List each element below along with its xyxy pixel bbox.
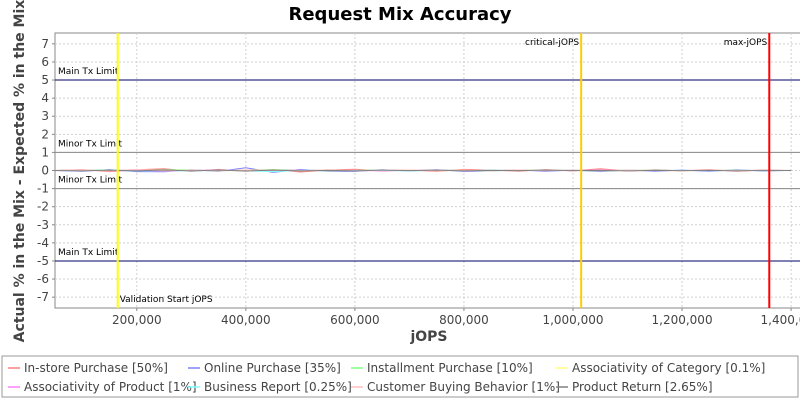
legend-label: Associativity of Category [0.1%] xyxy=(572,361,765,375)
y-tick-label: -2 xyxy=(37,200,49,214)
x-axis-ticks: 200,000 400,000 600,000 800,000 1,000,000 1,2… xyxy=(112,308,800,327)
y-tick-label: 3 xyxy=(41,109,49,123)
x-tick-label: 800,000 xyxy=(439,313,489,327)
y-tick-label: -6 xyxy=(37,272,49,286)
limit-line-label: Main Tx Limit xyxy=(58,67,119,77)
legend-label: Associativity of Product [1%] xyxy=(24,380,197,394)
legend-items: In-store Purchase [50%] Online Purchase [… xyxy=(8,361,765,394)
marker-line-label: max-jOPS xyxy=(724,38,768,48)
y-tick-label: 5 xyxy=(41,73,49,87)
y-axis-ticks: 7 6 5 4 3 2 1 0 -1 -2 -3 -4 -5 -6 -7 xyxy=(37,37,55,304)
legend-label: Customer Buying Behavior [1%] xyxy=(367,380,560,394)
y-tick-label: -3 xyxy=(37,218,49,232)
legend-label: In-store Purchase [50%] xyxy=(24,361,168,375)
y-tick-label: -1 xyxy=(37,182,49,196)
y-tick-label: 2 xyxy=(41,127,49,141)
x-tick-label: 1,200,000 xyxy=(652,313,713,327)
y-axis-title: Actual % in the Mix - Expected % in the … xyxy=(12,0,28,342)
y-tick-label: -4 xyxy=(37,236,49,250)
marker-line-label: critical-jOPS xyxy=(525,38,579,48)
x-tick-label: 1,400,000 xyxy=(761,313,800,327)
legend-label: Business Report [0.25%] xyxy=(204,380,352,394)
x-tick-label: 200,000 xyxy=(112,313,162,327)
legend: In-store Purchase [50%] Online Purchase [… xyxy=(1,355,799,398)
y-tick-label: 1 xyxy=(41,145,49,159)
legend-box xyxy=(1,355,799,398)
marker-lines: Validation Start jOPS critical-jOPS max-jO… xyxy=(116,33,771,308)
x-tick-label: 400,000 xyxy=(221,313,271,327)
series-lines xyxy=(54,167,792,173)
y-tick-label: 4 xyxy=(41,91,49,105)
y-tick-label: 6 xyxy=(41,55,49,69)
limit-line-label: Minor Tx Limit xyxy=(58,139,123,149)
legend-label: Product Return [2.65%] xyxy=(572,380,713,394)
limit-lines: Main Tx Limit Minor Tx Limit Minor Tx Limi… xyxy=(55,67,800,262)
x-tick-label: 600,000 xyxy=(330,313,380,327)
y-tick-label: -5 xyxy=(37,254,49,268)
x-tick-label: 1,000,000 xyxy=(542,313,603,327)
y-tick-label: 7 xyxy=(41,37,49,51)
series-line-7 xyxy=(54,169,792,172)
limit-line-label: Minor Tx Limit xyxy=(58,176,123,186)
legend-label: Installment Purchase [10%] xyxy=(367,361,533,375)
chart-title: Request Mix Accuracy xyxy=(288,4,511,25)
legend-label: Online Purchase [35%] xyxy=(204,361,341,375)
x-axis-title: jOPS xyxy=(409,329,447,345)
y-tick-label: -7 xyxy=(37,290,49,304)
y-tick-label: 0 xyxy=(41,164,49,178)
limit-line-label: Main Tx Limit xyxy=(58,248,119,258)
marker-line-label: Validation Start jOPS xyxy=(120,295,213,305)
